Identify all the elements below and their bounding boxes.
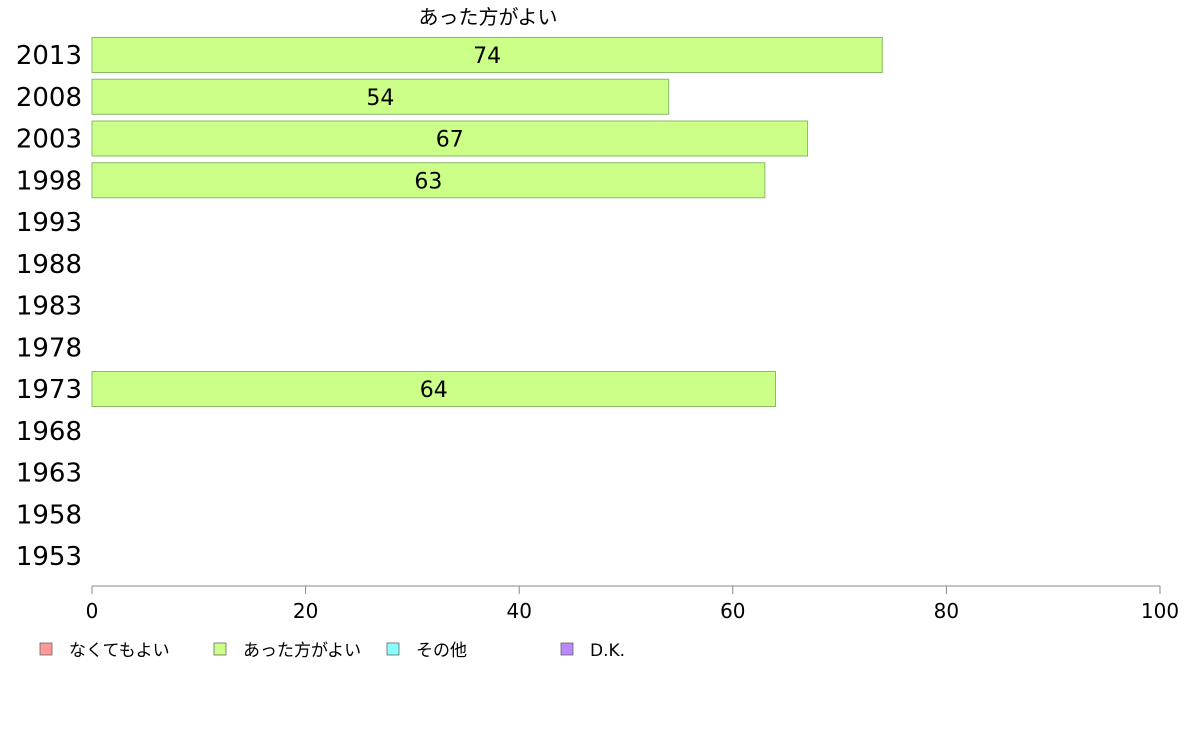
bar xyxy=(91,37,883,73)
legend-label: あった方がよい xyxy=(243,641,361,661)
legend-swatch xyxy=(39,642,53,656)
category-label: 1973 xyxy=(16,375,82,405)
bar xyxy=(91,120,809,157)
category-label: 2008 xyxy=(16,83,82,113)
bars: 74 54 67 63 64 xyxy=(91,37,883,407)
category-label: 2003 xyxy=(16,125,82,155)
data-label: 54 xyxy=(366,86,394,111)
bar xyxy=(91,162,766,199)
x-tick-label: 80 xyxy=(934,599,959,623)
category-label: 1963 xyxy=(16,459,82,489)
bar xyxy=(91,371,777,407)
category-label: 1983 xyxy=(16,292,82,322)
category-labels: 2013 2008 2003 1998 1993 1988 1983 1978 1973 1968… xyxy=(16,41,82,572)
chart-title: あった方がよい xyxy=(419,5,558,29)
legend-label: D.K. xyxy=(590,641,625,661)
data-label: 67 xyxy=(436,128,464,153)
data-label: 64 xyxy=(420,378,448,403)
category-label: 2013 xyxy=(16,41,82,71)
x-tick-label: 60 xyxy=(720,599,745,623)
category-label: 1958 xyxy=(16,500,82,530)
category-label: 1988 xyxy=(16,250,82,280)
category-label: 1998 xyxy=(16,166,82,196)
legend: なくてもよい あった方がよい その他 D.K. xyxy=(39,641,625,661)
x-tick-label: 0 xyxy=(86,599,99,623)
legend-label: その他 xyxy=(416,641,467,661)
data-label: 63 xyxy=(414,169,442,194)
category-label: 1978 xyxy=(16,333,82,363)
data-label: 74 xyxy=(473,44,501,69)
legend-swatch xyxy=(386,642,400,656)
legend-swatch xyxy=(213,642,227,656)
legend-label: なくてもよい xyxy=(69,641,170,661)
x-tick-label: 20 xyxy=(293,599,318,623)
x-axis: 0 20 40 60 80 100 xyxy=(86,585,1179,623)
x-tick-label: 40 xyxy=(506,599,531,623)
legend-swatch xyxy=(560,642,574,656)
x-tick-label: 100 xyxy=(1141,599,1179,623)
bar xyxy=(91,78,670,115)
category-label: 1993 xyxy=(16,208,82,238)
category-label: 1953 xyxy=(16,542,82,572)
category-label: 1968 xyxy=(16,417,82,447)
